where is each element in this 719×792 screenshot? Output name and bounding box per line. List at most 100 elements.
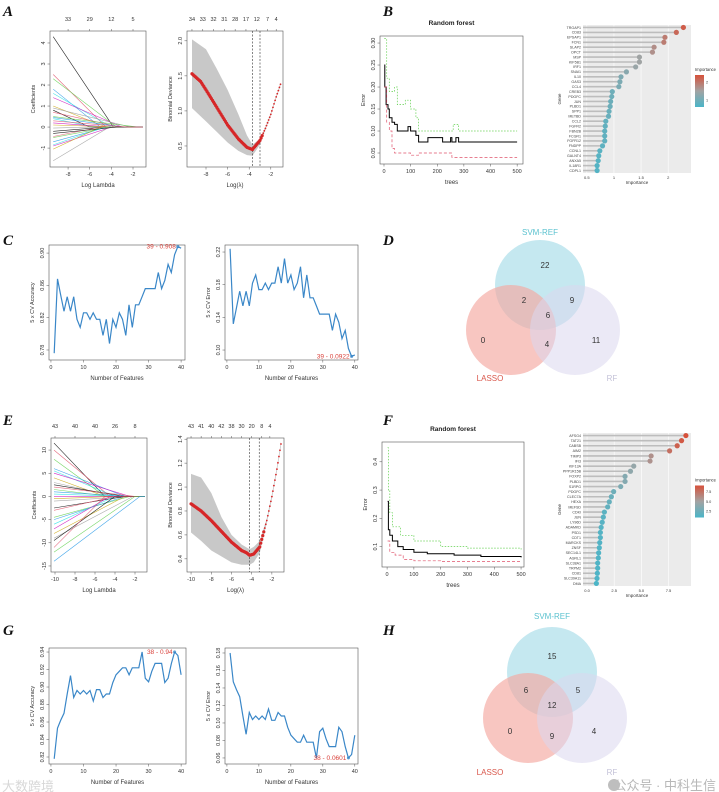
lollipop-point (649, 49, 656, 55)
gene-label: CD83 (572, 31, 581, 35)
deviance-point (279, 449, 281, 452)
top-axis-label: 30 (239, 424, 245, 430)
y-tick-label: -10 (42, 539, 48, 547)
deviance-point (270, 495, 273, 498)
lollipop-point (594, 575, 600, 581)
gene-label: KIF5B1 (569, 60, 581, 64)
x-tick-label: 200 (436, 572, 445, 578)
x-axis-label: Number of Features (91, 780, 144, 786)
gene-label: IL18R1 (569, 164, 581, 168)
deviance-point (267, 510, 270, 512)
gene-label: PDGFC (568, 490, 581, 494)
venn-d (466, 240, 620, 375)
gene-label: S1RPG (569, 485, 581, 489)
gene-label: LY96D (570, 521, 581, 525)
top-axis-label: 33 (200, 17, 206, 23)
gene-label: ANXA5 (569, 159, 581, 163)
best-annotation: 39 - 0.908 (147, 244, 177, 251)
gene-label: CDT1 (572, 536, 581, 540)
confidence-band (191, 441, 281, 565)
venn-circle-lasso (466, 285, 556, 375)
gene-label: SLAP2 (570, 46, 581, 50)
plot-frame (381, 441, 525, 568)
top-axis-label: 5 (131, 17, 134, 23)
lollipop-point (597, 529, 603, 536)
gene-label: FCN1 (572, 41, 581, 45)
lollipop-point (608, 494, 614, 500)
error-line-class-0 (387, 540, 522, 563)
deviance-point (260, 537, 264, 541)
x-tick-label: 20 (288, 769, 294, 775)
x-tick-label: 30 (145, 365, 151, 371)
panel-label-f: F (382, 413, 393, 429)
x-tick-label: 10 (80, 365, 86, 371)
plot-frame (224, 244, 359, 361)
y-tick-label: -5 (42, 517, 48, 522)
gene-label: FGFR12 (567, 139, 581, 143)
deviance-point (262, 530, 266, 534)
best-annotation: 38 - 0.0601 (314, 755, 347, 762)
panel-label-c: C (3, 233, 14, 249)
lollipop-point (596, 545, 602, 551)
legend-tick-label: 2 (706, 81, 708, 85)
gene-label: MARCKS (566, 541, 582, 545)
chart-title: Random forest (429, 20, 476, 27)
top-axis-label: 29 (87, 17, 93, 23)
plot-frame (379, 35, 524, 165)
lollipop-point (617, 79, 623, 85)
top-axis-label: 4 (275, 17, 278, 23)
gene-label: SPP1 (572, 110, 581, 114)
top-axis-label: 4 (268, 424, 271, 430)
y-tick-label: 0.15 (371, 104, 377, 115)
lollipop-point (603, 118, 609, 124)
deviance-point (265, 519, 268, 522)
deviance-point (273, 103, 275, 105)
y-tick-label: 1.2 (178, 459, 184, 467)
coefficient-path (52, 36, 143, 128)
deviance-point (272, 484, 275, 487)
wechat-icon (608, 779, 620, 791)
gene-label: PPP1R15B (563, 470, 582, 474)
gene-label: METBD (568, 115, 581, 119)
x-tick-label: -8 (66, 172, 71, 178)
y-axis-label: Gene (557, 504, 562, 516)
y-tick-label: 0.78 (40, 345, 46, 356)
y-axis-label: 5 x CV Error (206, 691, 212, 721)
venn-count-lasso-rf: 9 (550, 732, 555, 741)
x-tick-label: 100 (409, 572, 418, 578)
x-axis-label: Number of Features (90, 376, 143, 382)
gene-label: PLBD1 (570, 480, 581, 484)
deviance-point (263, 129, 266, 132)
venn-label-rf: RF (607, 374, 618, 383)
y-tick-label: 0.82 (40, 312, 46, 323)
lollipop-point (618, 483, 624, 490)
y-tick-label: 1.0 (178, 107, 184, 115)
gene-label: EPSAP1 (567, 36, 581, 40)
panel-label-g: G (3, 623, 14, 639)
lollipop-point (607, 103, 613, 109)
lollipop-point (595, 555, 601, 561)
x-tick-label: 10 (256, 769, 262, 775)
y-tick-label: 0.90 (40, 682, 46, 693)
coefficient-path (53, 496, 145, 562)
y-tick-label: 5 (42, 472, 48, 475)
x-tick-label: -4 (109, 172, 114, 178)
cv-line (229, 248, 356, 358)
lollipop-point (596, 153, 602, 159)
best-point (173, 650, 177, 654)
deviance-point (259, 541, 263, 545)
top-axis-label: 40 (208, 424, 214, 430)
y-tick-label: 0.8 (178, 507, 184, 515)
deviance-point (274, 99, 277, 102)
top-axis-label: 17 (243, 17, 249, 23)
best-point (176, 245, 180, 249)
top-axis-label: 12 (108, 17, 114, 23)
deviance-point (265, 124, 268, 127)
lollipop-point (648, 453, 654, 459)
x-tick-label: 500 (516, 572, 525, 578)
x-tick-label: 500 (513, 169, 522, 175)
y-tick-label: 0.10 (216, 718, 222, 729)
coefficient-path (53, 126, 143, 146)
lollipop-point (627, 468, 634, 474)
